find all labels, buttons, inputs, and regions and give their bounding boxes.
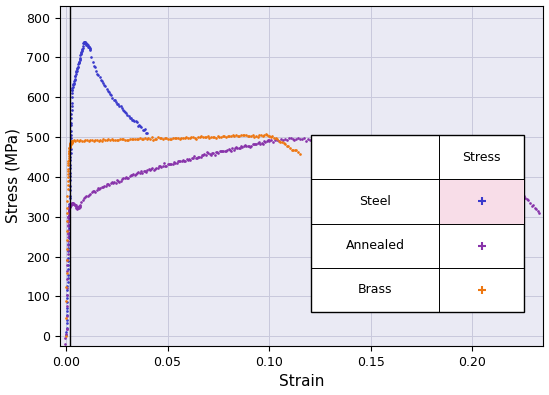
Text: Brass: Brass	[358, 284, 393, 297]
FancyBboxPatch shape	[439, 179, 524, 224]
Text: Annealed: Annealed	[346, 239, 405, 252]
Y-axis label: Stress (MPa): Stress (MPa)	[5, 128, 20, 223]
FancyBboxPatch shape	[311, 135, 524, 312]
X-axis label: Strain: Strain	[279, 374, 324, 389]
Text: Steel: Steel	[359, 195, 391, 208]
Text: Stress: Stress	[462, 150, 501, 164]
